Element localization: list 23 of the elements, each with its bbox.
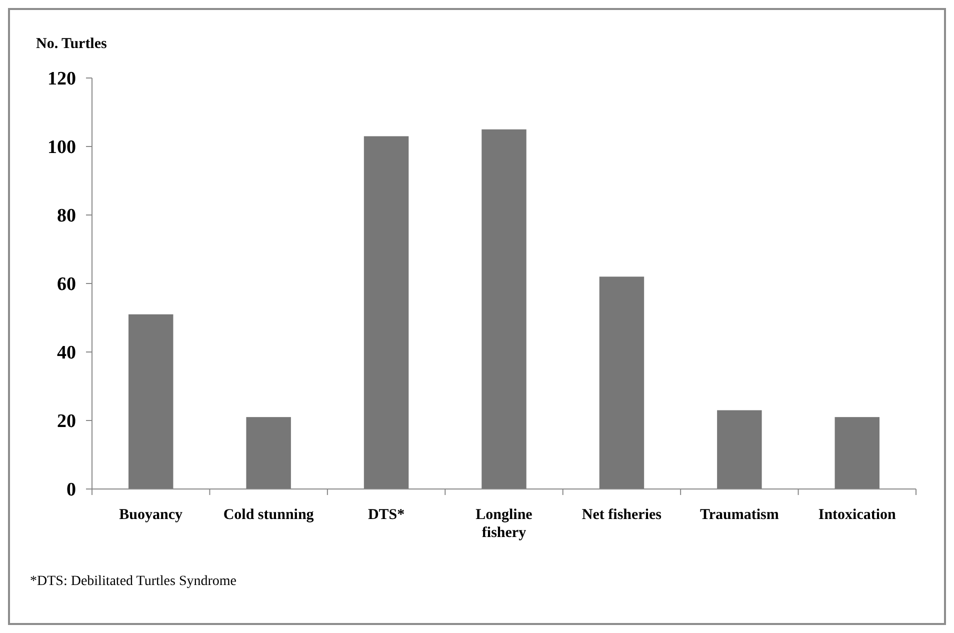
x-tick-label: Longline fishery [476, 507, 533, 541]
y-tick-label: 60 [57, 274, 76, 296]
bar [482, 129, 526, 489]
bar [717, 410, 762, 489]
y-tick-label: 0 [66, 480, 76, 501]
x-tick-label: Cold stunning [223, 507, 314, 523]
bar [128, 314, 174, 489]
bar [599, 276, 644, 489]
bar [246, 417, 291, 489]
bar [834, 417, 880, 489]
y-tick-label: 100 [48, 137, 76, 158]
y-tick-label: 40 [57, 342, 76, 364]
x-tick-label: DTS* [368, 507, 405, 523]
y-tick-label: 120 [48, 68, 76, 90]
text: *DTS: Debilitated Turtles Syndrome [30, 574, 236, 589]
x-tick-label: Net fisheries [582, 507, 662, 523]
x-tick-label: Buoyancy [119, 507, 184, 523]
x-tick-label: Intoxication [818, 507, 897, 523]
bar [364, 136, 409, 489]
y-axis-title: No. Turtles [36, 36, 108, 52]
y-tick-label: 80 [57, 206, 76, 227]
y-tick-label: 20 [57, 411, 76, 432]
x-tick-label: Traumatism [700, 507, 780, 523]
